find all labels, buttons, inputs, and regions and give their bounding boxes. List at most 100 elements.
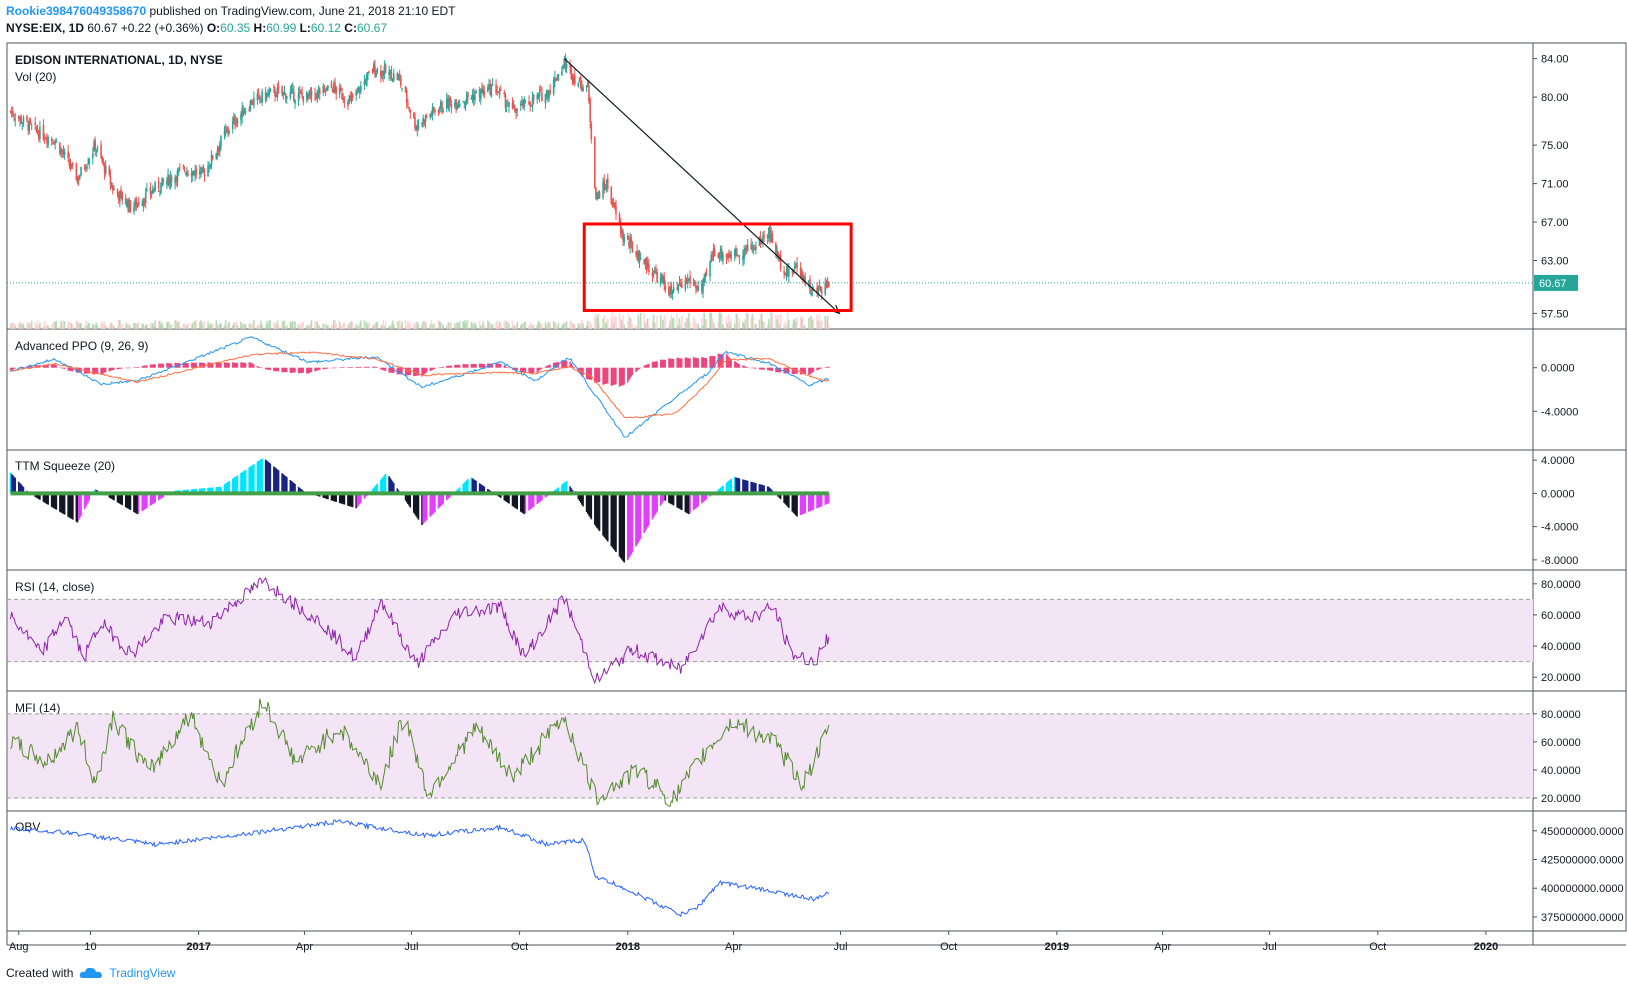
ppo-hist-bar xyxy=(572,366,575,368)
squeeze-bar xyxy=(555,489,557,494)
squeeze-bar xyxy=(602,493,604,536)
ppo-hist-bar xyxy=(615,367,617,385)
squeeze-bar xyxy=(47,493,49,505)
volume-bar xyxy=(273,323,275,329)
squeeze-bar xyxy=(266,460,268,494)
candle-body xyxy=(298,91,301,93)
candle-body xyxy=(233,118,235,122)
volume-bar xyxy=(315,320,317,329)
tradingview-link[interactable]: TradingView xyxy=(109,966,176,980)
volume-bar xyxy=(264,324,267,329)
volume-bar xyxy=(791,323,794,329)
candle-body xyxy=(471,95,474,98)
candle-body xyxy=(595,188,597,200)
candle-body xyxy=(511,102,514,109)
volume-bar xyxy=(557,323,560,329)
volume-bar xyxy=(166,321,168,329)
squeeze-bar xyxy=(522,493,524,514)
volume-bar xyxy=(190,323,193,329)
candle-body xyxy=(302,96,305,102)
ppo-hist-bar xyxy=(409,367,411,376)
candle-body xyxy=(424,115,427,123)
chart-area[interactable]: 84.0080.0075.0071.0067.0063.0057.500.000… xyxy=(0,0,1627,960)
squeeze-bar xyxy=(662,493,664,502)
last-price-label: 60.67 xyxy=(1539,278,1567,290)
squeeze-bar xyxy=(21,485,24,494)
candle-body xyxy=(818,285,821,289)
volume-bar xyxy=(242,323,245,329)
candle-body xyxy=(817,287,820,294)
candle-body xyxy=(203,174,206,177)
candle-body xyxy=(478,89,481,98)
volume-bar xyxy=(323,324,326,329)
squeeze-bar xyxy=(738,478,741,494)
ppo-hist-bar xyxy=(734,361,736,368)
volume-bar xyxy=(447,322,449,329)
candle-body xyxy=(795,264,797,266)
ppo-hist-bar xyxy=(819,367,822,369)
volume-bar xyxy=(635,325,637,329)
squeeze-bar xyxy=(355,493,357,509)
volume-bar xyxy=(482,321,484,329)
candle-body xyxy=(499,89,502,91)
squeeze-bar xyxy=(249,466,252,494)
volume-bar xyxy=(343,322,346,329)
squeeze-bar xyxy=(643,493,646,533)
volume-bar xyxy=(795,321,797,329)
volume-bar xyxy=(425,324,428,329)
volume-bar xyxy=(505,321,508,329)
squeeze-bar xyxy=(22,486,25,494)
ppo-hist-bar xyxy=(589,367,591,380)
candle-body xyxy=(505,105,508,107)
ppo-hist-bar xyxy=(315,367,317,371)
squeeze-bar xyxy=(793,493,796,515)
trend-line[interactable] xyxy=(563,58,840,314)
volume-bar xyxy=(762,321,764,329)
highlight-rectangle[interactable] xyxy=(582,222,853,313)
volume-bar xyxy=(174,320,176,329)
candle-body xyxy=(389,70,392,74)
volume-bar xyxy=(726,323,729,329)
squeeze-bar xyxy=(809,493,811,512)
ppo-hist-bar xyxy=(384,367,387,371)
ppo-hist-bar xyxy=(174,362,176,368)
volume-bar xyxy=(441,323,443,329)
volume-bar xyxy=(424,322,427,329)
volume-bar xyxy=(661,320,663,329)
volume-bar xyxy=(811,319,814,329)
squeeze-bar xyxy=(19,483,21,494)
candle-body xyxy=(154,182,156,191)
volume-bar xyxy=(236,324,239,329)
ppo-hist-bar xyxy=(341,367,343,368)
ppo-hist-bar xyxy=(14,367,16,369)
squeeze-bar xyxy=(234,477,236,494)
squeeze-bar xyxy=(479,484,482,494)
squeeze-bar xyxy=(695,493,697,509)
squeeze-bar xyxy=(637,493,640,543)
volume-bar xyxy=(384,321,387,329)
squeeze-bar xyxy=(392,483,395,494)
ppo-hist-bar xyxy=(808,367,810,375)
squeeze-bar xyxy=(250,465,253,494)
author-link[interactable]: Rookie398476049358670 xyxy=(6,4,147,18)
ppo-hist-bar xyxy=(742,365,744,368)
volume-bar xyxy=(135,323,138,329)
squeeze-bar xyxy=(463,482,466,494)
squeeze-bar xyxy=(389,477,392,494)
volume-bar xyxy=(825,320,828,329)
squeeze-bar xyxy=(407,493,409,505)
ppo-hist-bar xyxy=(488,363,490,368)
squeeze-bar xyxy=(10,473,13,494)
volume-bar xyxy=(759,313,762,329)
ppo-hist-bar xyxy=(816,367,818,371)
squeeze-bar xyxy=(519,493,522,512)
volume-bar xyxy=(571,323,574,329)
squeeze-bar xyxy=(819,493,822,507)
candle-body xyxy=(177,169,180,171)
candle-body xyxy=(571,79,574,81)
ppo-hist-bar xyxy=(323,367,326,370)
ppo-hist-bar xyxy=(350,367,353,368)
squeeze-bar xyxy=(135,493,138,514)
ppo-hist-bar xyxy=(209,362,212,368)
ppo-hist-bar xyxy=(585,367,588,379)
